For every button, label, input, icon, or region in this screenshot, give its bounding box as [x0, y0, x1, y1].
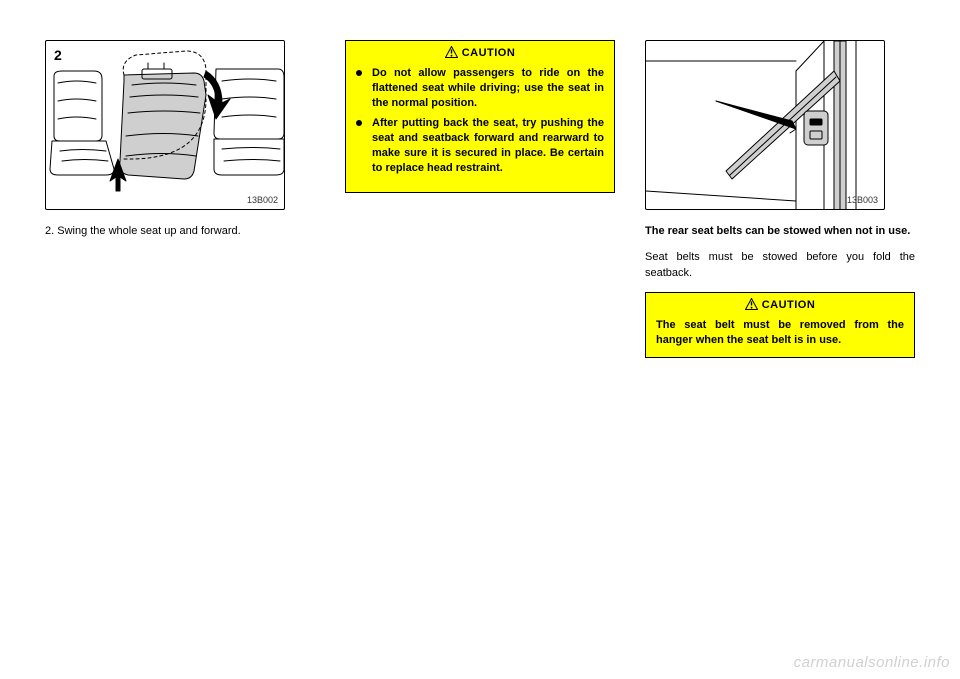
figure-belt-hanger: 13B003	[645, 40, 885, 210]
belt-text-1: The rear seat belts can be stowed when n…	[645, 224, 915, 240]
caution-body: Do not allow passengers to ride on the f…	[346, 64, 614, 192]
step-text: 2. Swing the whole seat up and forward.	[45, 224, 315, 240]
column-middle: CAUTION Do not allow passengers to ride …	[345, 40, 615, 358]
figure-code: 13B003	[847, 195, 878, 205]
caution-header: CAUTION	[646, 293, 914, 316]
column-left: 2	[45, 40, 315, 358]
figure-number: 2	[54, 47, 62, 63]
warning-icon	[445, 46, 458, 58]
caution-label: CAUTION	[762, 299, 816, 311]
figure-code: 13B002	[247, 195, 278, 205]
column-right: 13B003 The rear seat belts can be stowed…	[645, 40, 915, 358]
caution-text: The seat belt must be removed from the h…	[656, 318, 904, 348]
caution-item: Do not allow passengers to ride on the f…	[368, 66, 604, 111]
belt-text-2: Seat belts must be stowed before you fol…	[645, 250, 915, 282]
caution-item: After putting back the seat, try pushing…	[368, 116, 604, 175]
belt-hanger-illustration	[646, 41, 885, 210]
seat-fold-illustration	[46, 41, 285, 210]
warning-icon	[745, 298, 758, 310]
caution-label: CAUTION	[462, 47, 516, 59]
caution-body: The seat belt must be removed from the h…	[646, 316, 914, 358]
figure-seat-fold: 2	[45, 40, 285, 210]
caution-box-1: CAUTION Do not allow passengers to ride …	[345, 40, 615, 193]
caution-header: CAUTION	[346, 41, 614, 64]
watermark: carmanualsonline.info	[794, 654, 950, 671]
caution-box-2: CAUTION The seat belt must be removed fr…	[645, 292, 915, 359]
page: 2	[0, 0, 960, 368]
